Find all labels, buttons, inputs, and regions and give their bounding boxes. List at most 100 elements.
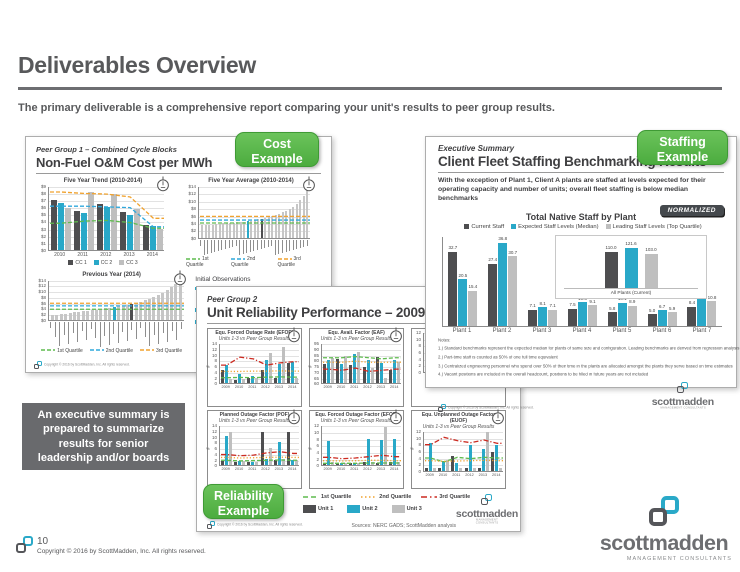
x-tick: Plant 5 [612,327,632,334]
bar: 5.0 [647,308,657,326]
bar [285,210,287,238]
x-tick: 2012 [100,251,112,258]
bar [396,361,400,384]
cost-example-panel: Cost Example Peer Group 1 – Combined Cyc… [25,132,332,373]
bar [149,226,156,250]
bar [294,378,298,384]
bar [121,305,125,320]
bar-group [247,426,259,466]
bar-value: 5.9 [669,305,676,311]
bar-group: 7.1 8.1 7.1 [528,237,558,326]
x-tick: 2012 [261,467,270,472]
bar [156,228,163,250]
bar-group [221,426,233,466]
bar-value: 27.4 [488,257,498,263]
chart-legend: 1st Quartile 2nd Quartile 3rd Quartile [186,256,316,268]
bar [247,378,251,384]
scottmadden-mark-icon [438,404,446,413]
legend-item: Current Staff [464,224,504,231]
bar [451,456,455,471]
logo-tagline: MANAGEMENT CONSULTANTS [475,518,499,525]
bar [112,307,116,320]
bar: 30.7 [508,250,518,326]
page-number: 10 [37,536,49,547]
cost-example-badge: Cost Example [235,132,319,167]
x-tick: 2014 [390,385,399,390]
bar [211,224,214,238]
bar [277,364,281,384]
bar: 9.1 [587,299,597,326]
bar [55,314,59,320]
bar [246,221,249,238]
x-axis-labels: 2009 2010 2011 2012 2013 2014 [219,467,299,471]
unit-bar-legend: Unit 1 Unit 2 Unit 3 [303,505,510,513]
bar [218,223,221,238]
bar [90,310,94,320]
y-tick: $2 [190,228,196,234]
x-tick: 2009 [425,473,434,477]
legend-item: Unit 1 [303,505,333,513]
bar-value: 7.1 [529,303,536,309]
y-tick: $2 [40,312,46,318]
x-axis-labels: 2009 2010 2011 2012 2013 2014 [219,385,299,389]
bar [57,202,64,250]
logo-wordmark: scottmadden [455,507,518,520]
y-tick: 0 [214,463,217,469]
bar-value: 8.1 [539,300,546,306]
bar [267,217,270,238]
y-tick: 8 [418,442,421,448]
bar [221,460,225,466]
y-tick: $5 [40,212,46,218]
bar-group [142,187,163,250]
legend-item: 2nd Quartile [89,347,133,354]
bar-value: 15.4 [468,284,478,290]
list-item: Notes: [438,338,451,343]
scottmadden-mark-icon [649,496,679,526]
bar-value: 5.0 [649,307,656,313]
y-tick: 4 [214,451,217,457]
y-tick: 6 [418,350,421,355]
bar [274,214,277,238]
bar [268,352,272,384]
x-tick: 2014 [288,385,297,390]
five-year-average-chart: Five Year Average (2010-2014) $14 $12 $10 $8… [186,176,316,268]
x-tick: Plant 4 [572,327,592,334]
bar [490,451,494,471]
bar-group [375,426,387,466]
bar [392,439,396,466]
y-tick: 6 [214,446,217,452]
cost-panel-title: Non-Fuel O&M Cost per MWh [36,155,213,170]
y-tick: $3 [40,226,46,232]
bar [86,310,90,320]
page-title: Deliverables Overview [18,52,256,78]
x-tick: 2013 [274,385,284,390]
bar [238,374,242,384]
page-subtitle: The primary deliverable is a comprehensi… [18,102,555,114]
y-axis-label: % [410,445,414,451]
bar: 20.5 [458,273,468,326]
bar [253,220,256,238]
bar-value: 7.1 [549,303,556,309]
y-tick: 8 [418,343,421,349]
bar [229,223,231,238]
divider [36,173,321,174]
y-tick: 10 [415,435,421,441]
better-indicator-icon [173,270,187,286]
bar [117,306,121,320]
y-tick: 80 [313,358,319,364]
bar: 10.8 [707,295,717,326]
legend-item: Expected Staff Levels (Median) [511,224,599,231]
bar [388,369,392,384]
x-tick: 2014 [288,467,297,472]
x-tick: 2009 [221,385,230,390]
bar [174,284,178,320]
y-tick: 4 [418,356,421,362]
five-year-trend-chart: Five Year Trend (2010-2014) $9 $8 $7 $6 $5 $4 $… [36,176,170,268]
bar-group: 5.8 10.1 8.9 [607,237,637,326]
bar [290,362,294,384]
chart-subtitle: Units 1-3 vs Peer Group Results [218,335,291,342]
bar-value: 6.7 [659,303,666,309]
bar [281,458,285,466]
better-indicator-icon [287,409,301,425]
list-item: 2.) Part-time staff is counted as 50% of… [438,355,558,360]
